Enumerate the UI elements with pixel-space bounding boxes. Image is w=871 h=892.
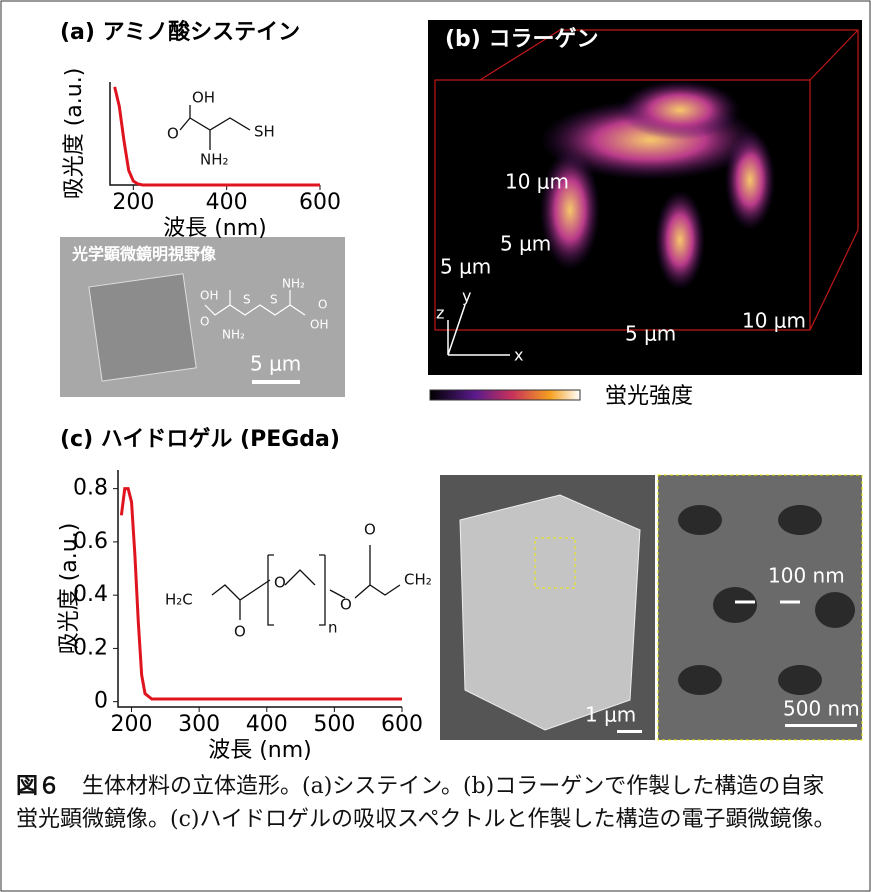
y-tick-label: 0 [94,689,108,714]
x-axis-label: 波長 (nm) [163,216,267,241]
x-tick-label: 600 [299,190,341,215]
axis-label: 5 μm [440,255,491,279]
atom-label: SH [254,123,275,141]
data-line [115,87,320,185]
panel-title: (b) コラーゲン [445,27,599,52]
x-tick-label: 500 [313,712,355,737]
image-label: 光学顕微鏡明視野像 [71,245,217,264]
axis-name: z [436,304,444,323]
panel-title: (a) アミノ酸システイン [60,20,300,45]
pegda-structure [212,545,400,625]
atom-label: O [318,298,327,312]
caption-label: 図６ [16,774,60,799]
x-tick-label: 200 [111,712,153,737]
colorbar [430,390,580,400]
atom-label: NH₂ [200,151,229,169]
atom-label: S [243,293,251,307]
micrograph-structure [89,274,196,381]
atom-label: H₂C [165,591,193,609]
scale-label: 5 μm [250,352,301,376]
x-tick-label: 200 [112,190,154,215]
atom-label: S [270,293,278,307]
figure-graphics: (a) アミノ酸システイン OH O SH NH₂ 光学顕微鏡明視野像 OH O… [0,0,871,892]
atom-label: CH₂ [404,571,432,589]
figure: (a) アミノ酸システイン OH O SH NH₂ 光学顕微鏡明視野像 OH O… [0,0,871,892]
axis-label: 10 μm [505,170,569,194]
scale-bar [785,724,857,727]
atom-label: OH [310,318,328,332]
atom-label: O [234,623,246,641]
atom-label: O [200,315,209,329]
scale-label: 500 nm [783,697,860,721]
x-tick-label: 400 [206,190,248,215]
colorbar-label: 蛍光強度 [605,384,693,409]
atom-label: OH [200,289,218,303]
atom-label: NH₂ [222,328,245,342]
axes [118,470,402,707]
scale-bar [252,380,300,384]
axis-name: x [514,346,523,365]
atom-label: n [328,619,338,637]
atom-label: NH₂ [282,277,305,291]
atom-label: O [274,574,286,592]
axis-label: 5 μm [625,322,676,346]
atom-label: O [364,521,376,539]
x-axis-label: 波長 (nm) [208,738,312,763]
x-tick-label: 300 [178,712,220,737]
axis-label: 5 μm [500,232,551,256]
scale-bar [617,730,642,733]
caption-text: 生体材料の立体造形。(a)システイン。(b)コラーゲンで作製した構造の自家蛍光顕… [16,774,836,832]
axis-label: 10 μm [742,309,806,333]
sem-structure [460,495,640,730]
x-tick-label: 600 [381,712,423,737]
atom-label: O [167,125,179,143]
panel-title: (c) ハイドロゲル (PEGda) [60,427,340,452]
y-tick-label: 0.8 [73,476,108,501]
axis-name: y [462,287,471,306]
atom-label: O [340,596,352,614]
atom-label: OH [192,89,215,107]
y-axis-label: 吸光度 (a.u.) [57,523,82,655]
annotation: 100 nm [768,564,845,588]
y-axis-label: 吸光度 (a.u.) [62,68,87,200]
cysteine-structure [180,105,250,150]
scale-label: 1 μm [585,703,636,727]
x-tick-label: 400 [246,712,288,737]
caption: 図６ 生体材料の立体造形。(a)システイン。(b)コラーゲンで作製した構造の自家… [16,770,846,836]
